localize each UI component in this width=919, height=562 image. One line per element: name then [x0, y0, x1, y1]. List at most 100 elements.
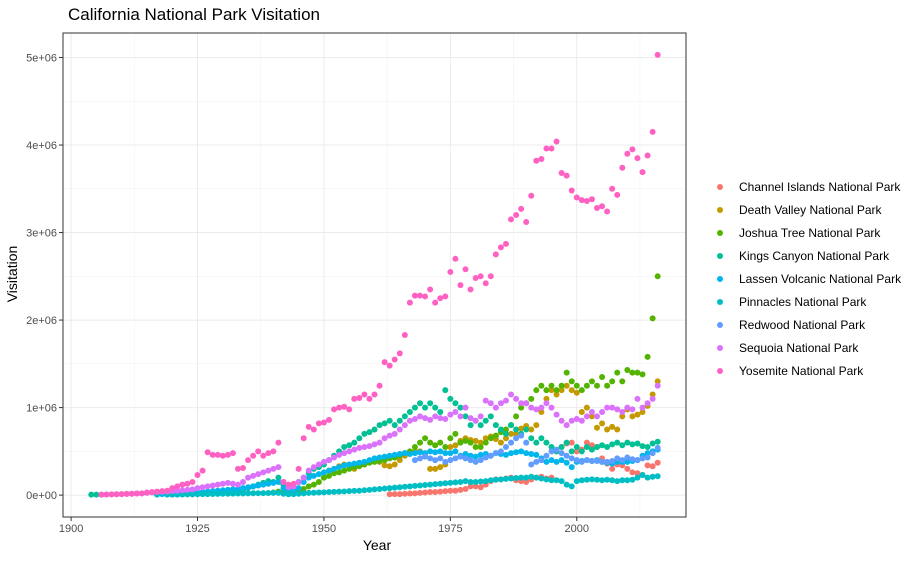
data-point	[588, 442, 595, 449]
data-point	[422, 435, 429, 442]
data-point	[624, 465, 631, 472]
data-point	[634, 470, 641, 477]
data-point	[300, 485, 307, 492]
data-point	[497, 400, 504, 407]
data-point	[467, 439, 474, 446]
data-point	[331, 465, 338, 472]
data-point	[599, 420, 606, 427]
data-point	[437, 415, 444, 422]
data-point	[548, 404, 555, 411]
legend-label: Sequoia National Park	[739, 341, 859, 355]
data-point	[93, 491, 100, 498]
data-point	[315, 489, 322, 496]
data-point	[508, 391, 515, 398]
data-point	[553, 387, 560, 394]
data-point	[553, 138, 560, 145]
data-point	[234, 481, 241, 488]
data-point	[275, 474, 282, 481]
data-point	[250, 452, 257, 459]
data-point	[310, 472, 317, 479]
y-axis-title: Visitation	[4, 246, 20, 303]
data-point	[452, 455, 459, 462]
data-point	[452, 408, 459, 415]
data-point	[452, 487, 459, 494]
data-point	[381, 453, 388, 460]
data-point	[280, 485, 287, 492]
data-point	[487, 477, 494, 484]
data-point	[548, 448, 555, 455]
data-point	[386, 485, 393, 492]
data-point	[391, 430, 398, 437]
data-point	[594, 457, 600, 464]
data-point	[472, 437, 479, 444]
data-point	[229, 450, 236, 457]
data-point	[538, 156, 545, 163]
data-point	[265, 480, 272, 487]
data-point	[599, 442, 606, 449]
data-point	[619, 442, 626, 449]
data-point	[583, 457, 590, 464]
data-point	[614, 455, 621, 462]
data-point	[442, 387, 449, 394]
data-point	[432, 413, 439, 420]
data-point	[578, 408, 585, 415]
data-point	[422, 489, 429, 496]
data-point	[447, 411, 454, 418]
legend-key	[717, 368, 723, 374]
data-point	[265, 467, 272, 474]
data-point	[346, 406, 353, 413]
data-point	[594, 424, 600, 431]
data-point	[513, 413, 520, 420]
data-point	[462, 404, 469, 411]
data-point	[245, 484, 252, 491]
data-point	[619, 477, 626, 484]
data-point	[508, 422, 515, 429]
data-point	[553, 391, 560, 398]
data-point	[194, 485, 201, 492]
data-point	[578, 197, 585, 204]
data-point	[502, 451, 509, 458]
legend-key	[717, 253, 723, 259]
data-point	[654, 438, 661, 445]
data-point	[533, 458, 540, 465]
data-point	[437, 488, 444, 495]
data-point	[275, 464, 282, 471]
data-point	[513, 212, 520, 219]
data-point	[411, 415, 418, 422]
data-point	[629, 469, 636, 476]
data-point	[508, 430, 515, 437]
data-point	[599, 373, 606, 380]
data-point	[492, 476, 499, 483]
data-point	[103, 491, 110, 498]
legend: Channel Islands National Park Death Valle…	[717, 180, 902, 378]
data-point	[513, 430, 520, 437]
data-point	[305, 467, 312, 474]
data-point	[447, 450, 454, 457]
data-point	[492, 251, 499, 258]
data-point	[523, 478, 530, 485]
data-point	[325, 416, 332, 423]
data-point	[533, 422, 540, 429]
data-point	[229, 486, 236, 493]
data-point	[432, 449, 439, 456]
data-point	[300, 478, 307, 485]
data-point	[634, 474, 641, 481]
data-point	[553, 477, 560, 484]
data-point	[320, 458, 327, 465]
data-point	[543, 458, 550, 465]
data-point	[437, 295, 444, 302]
data-point	[411, 292, 418, 299]
data-point	[447, 479, 454, 486]
y-tick-label: 1e+06	[26, 403, 57, 415]
data-point	[462, 485, 469, 492]
data-point	[604, 458, 611, 465]
data-point	[361, 458, 368, 465]
data-point	[619, 413, 626, 420]
data-point	[437, 439, 444, 446]
data-point	[234, 490, 241, 497]
data-point	[629, 476, 636, 483]
data-point	[341, 443, 348, 450]
panel-frame	[62, 32, 687, 518]
data-point	[543, 476, 550, 483]
data-point	[604, 404, 611, 411]
